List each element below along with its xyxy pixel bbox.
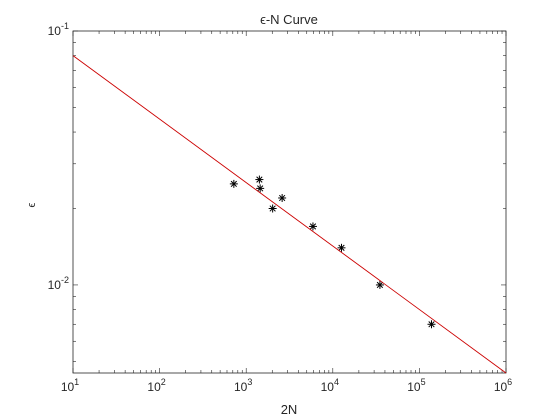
x-tick-label: 102 — [147, 377, 165, 394]
data-point — [308, 222, 317, 231]
chart-title: ϵ-N Curve — [260, 12, 318, 27]
x-tick-label: 106 — [494, 377, 512, 394]
x-tick-label: 105 — [407, 377, 425, 394]
data-point — [255, 175, 264, 184]
x-tick-label: 101 — [61, 377, 79, 394]
y-axis-label: ϵ — [26, 202, 38, 207]
y-tick-label: 10-1 — [48, 21, 69, 38]
data-point — [278, 193, 287, 202]
x-tick-label: 104 — [321, 377, 339, 394]
x-axis-label: 2N — [281, 402, 298, 417]
y-tick-label: 10-2 — [48, 275, 69, 292]
x-tick-label: 103 — [234, 377, 252, 394]
series-layer — [72, 55, 507, 374]
data-point — [427, 320, 436, 329]
plot-area — [72, 30, 507, 374]
data-point — [229, 179, 238, 188]
fit-line — [72, 55, 507, 374]
data-point — [375, 280, 384, 289]
data-point — [256, 184, 265, 193]
data-point — [268, 204, 277, 213]
data-point — [337, 243, 346, 252]
axes-box — [72, 30, 507, 374]
